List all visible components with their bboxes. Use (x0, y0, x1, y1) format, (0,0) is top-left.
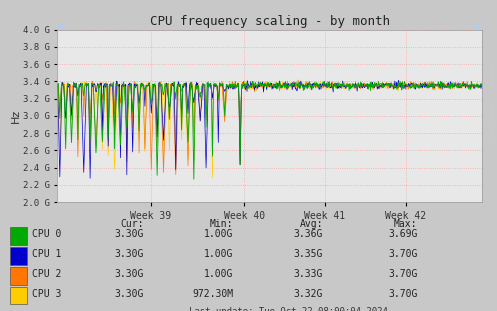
Y-axis label: Hz: Hz (11, 109, 21, 123)
FancyBboxPatch shape (10, 247, 27, 265)
Text: 3.32G: 3.32G (294, 289, 323, 299)
Text: 3.69G: 3.69G (388, 230, 417, 239)
Text: 972.30M: 972.30M (192, 289, 234, 299)
FancyBboxPatch shape (10, 267, 27, 285)
Text: 3.30G: 3.30G (115, 230, 144, 239)
Text: 3.30G: 3.30G (115, 289, 144, 299)
Text: Max:: Max: (394, 220, 417, 230)
Text: 3.36G: 3.36G (294, 230, 323, 239)
Text: 3.70G: 3.70G (388, 269, 417, 279)
Text: Last update: Tue Oct 22 08:00:04 2024: Last update: Tue Oct 22 08:00:04 2024 (189, 307, 388, 311)
Text: 1.00G: 1.00G (204, 269, 234, 279)
Text: 3.35G: 3.35G (294, 249, 323, 259)
Text: RRDTOOL / TOBI OETIKER: RRDTOOL / TOBI OETIKER (488, 67, 493, 138)
FancyBboxPatch shape (10, 227, 27, 245)
FancyBboxPatch shape (10, 286, 27, 304)
Text: CPU 3: CPU 3 (32, 289, 62, 299)
Text: 3.30G: 3.30G (115, 249, 144, 259)
Text: Cur:: Cur: (121, 220, 144, 230)
Text: 3.33G: 3.33G (294, 269, 323, 279)
Text: CPU 2: CPU 2 (32, 269, 62, 279)
Text: Avg:: Avg: (300, 220, 323, 230)
Text: CPU 1: CPU 1 (32, 249, 62, 259)
Text: 3.30G: 3.30G (115, 269, 144, 279)
Text: 1.00G: 1.00G (204, 230, 234, 239)
Text: Min:: Min: (210, 220, 234, 230)
Text: 3.70G: 3.70G (388, 249, 417, 259)
Text: 3.70G: 3.70G (388, 289, 417, 299)
Text: 1.00G: 1.00G (204, 249, 234, 259)
Text: CPU 0: CPU 0 (32, 230, 62, 239)
Title: CPU frequency scaling - by month: CPU frequency scaling - by month (150, 15, 390, 28)
